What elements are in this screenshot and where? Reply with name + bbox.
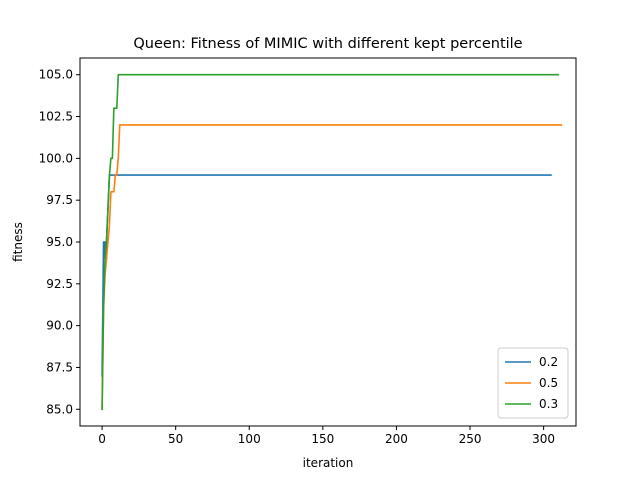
axes-ticks: 0 50 100 150 200 250 300 85.0 87.5 90.0 92.5 95.0 97… [39,68,555,446]
y-tick-label: 97.5 [46,193,73,207]
y-tick-label: 102.5 [39,110,73,124]
y-tick-label: 87.5 [46,360,73,374]
series-line-0.3 [101,73,560,411]
x-tick-label: 200 [385,432,408,446]
x-axis-label: iteration [303,456,354,470]
legend: 0.2 0.5 0.3 [497,347,569,419]
y-tick-label: 100.0 [39,151,73,165]
y-tick-label: 90.0 [46,319,73,333]
legend-box [497,347,569,419]
chart-title: Queen: Fitness of MIMIC with different k… [133,36,522,52]
series-line-0.2 [101,174,552,377]
y-tick-label: 92.5 [46,277,73,291]
series-line-0.5 [101,124,563,411]
legend-label-0.3: 0.3 [539,397,558,411]
x-tick-label: 50 [168,432,183,446]
legend-label-0.5: 0.5 [539,376,558,390]
y-tick-label: 95.0 [46,235,73,249]
x-tick-label: 100 [238,432,261,446]
x-tick-label: 0 [98,432,106,446]
plot-area [101,73,563,411]
x-tick-label: 300 [532,432,555,446]
y-axis-label: fitness [11,222,25,262]
x-tick-label: 150 [311,432,334,446]
x-tick-label: 250 [459,432,482,446]
y-tick-label: 85.0 [46,402,73,416]
legend-label-0.2: 0.2 [539,355,558,369]
y-tick-label: 105.0 [39,68,73,82]
